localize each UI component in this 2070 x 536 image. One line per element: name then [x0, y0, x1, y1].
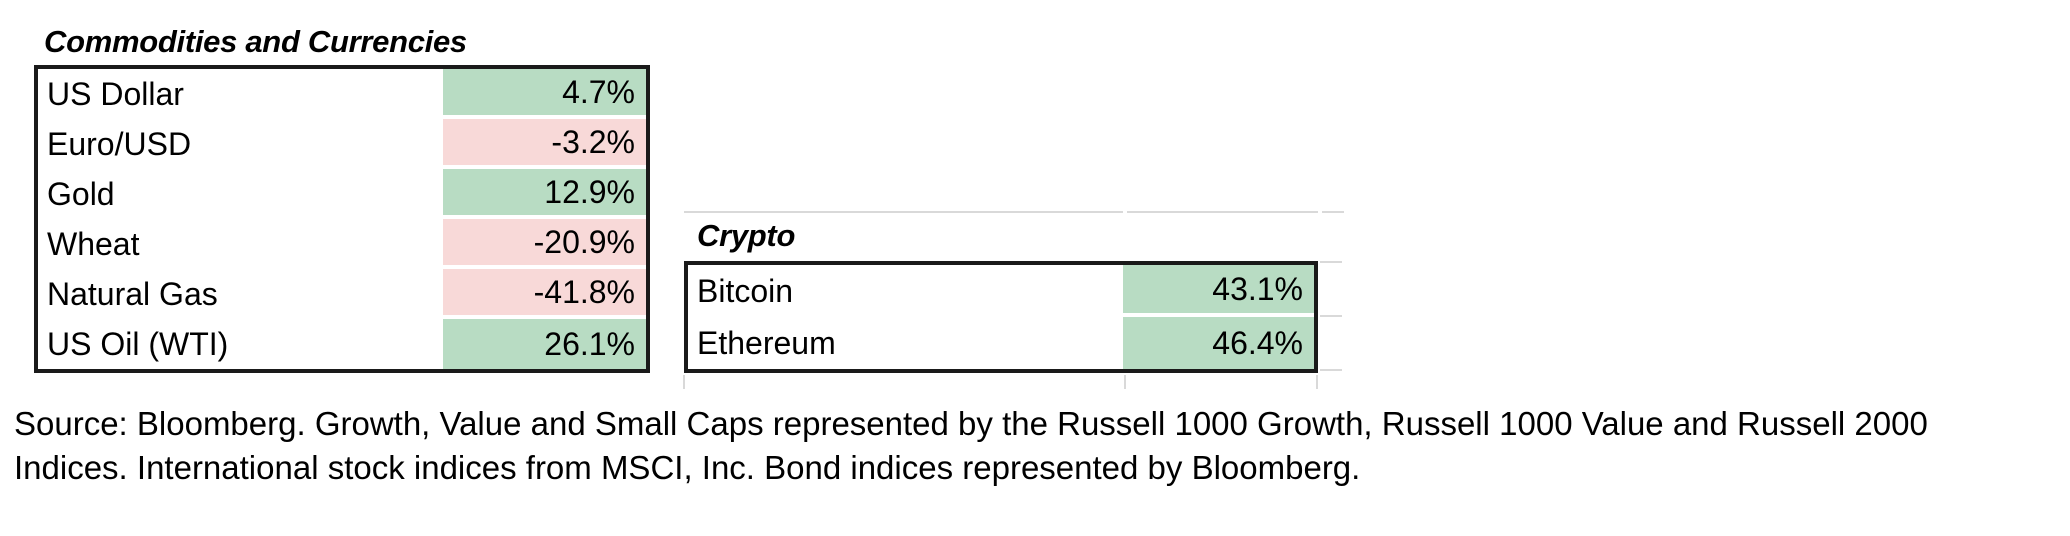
- return-value: 4.7%: [443, 69, 646, 119]
- source-note-line1: Source: Bloomberg. Growth, Value and Sma…: [14, 405, 1928, 442]
- asset-label: US Dollar: [38, 69, 443, 119]
- asset-label: Natural Gas: [38, 269, 443, 319]
- spreadsheet-gridline: [1316, 375, 1318, 389]
- table-row: Euro/USD -3.2%: [38, 119, 646, 169]
- commodities-currencies-table: US Dollar 4.7% Euro/USD -3.2% Gold 12.9%…: [34, 65, 650, 373]
- return-value: -41.8%: [443, 269, 646, 319]
- crypto-title: Crypto: [697, 218, 796, 253]
- spreadsheet-gridline: [1320, 369, 1342, 371]
- spreadsheet-gridline: [1320, 261, 1342, 263]
- source-note-line2: Indices. International stock indices fro…: [14, 449, 1361, 486]
- spreadsheet-gridline: [683, 375, 685, 389]
- table-row: Bitcoin 43.1%: [688, 265, 1314, 317]
- asset-label: Wheat: [38, 219, 443, 269]
- table-row: Natural Gas -41.8%: [38, 269, 646, 319]
- asset-label: Gold: [38, 169, 443, 219]
- asset-label: Bitcoin: [688, 265, 1123, 317]
- table-row: Ethereum 46.4%: [688, 317, 1314, 369]
- crypto-table: Bitcoin 43.1% Ethereum 46.4%: [684, 261, 1318, 373]
- return-value: 26.1%: [443, 319, 646, 369]
- table-row: US Dollar 4.7%: [38, 69, 646, 119]
- table-row: US Oil (WTI) 26.1%: [38, 319, 646, 369]
- return-value: 12.9%: [443, 169, 646, 219]
- table-row: Wheat -20.9%: [38, 219, 646, 269]
- return-value: 46.4%: [1123, 317, 1314, 369]
- spreadsheet-gridline: [1322, 211, 1344, 213]
- spreadsheet-gridline: [1124, 375, 1126, 389]
- return-value: 43.1%: [1123, 265, 1314, 317]
- spreadsheet-gridline: [1320, 315, 1342, 317]
- spreadsheet-gridline: [684, 211, 1123, 213]
- commodities-currencies-title: Commodities and Currencies: [44, 24, 467, 59]
- table-row: Gold 12.9%: [38, 169, 646, 219]
- return-value: -20.9%: [443, 219, 646, 269]
- asset-label: Euro/USD: [38, 119, 443, 169]
- spreadsheet-gridline: [1127, 211, 1318, 213]
- return-value: -3.2%: [443, 119, 646, 169]
- asset-label: US Oil (WTI): [38, 319, 443, 369]
- asset-label: Ethereum: [688, 317, 1123, 369]
